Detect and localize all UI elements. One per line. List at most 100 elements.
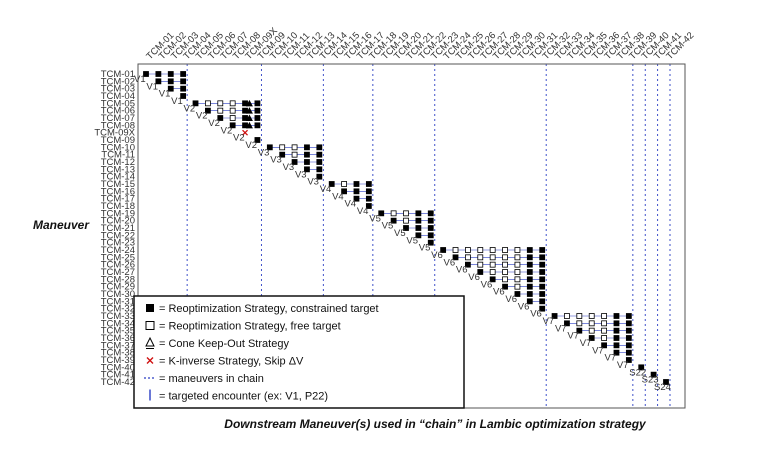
constrained-target-marker bbox=[229, 122, 236, 129]
y-tick-label: TCM-17 bbox=[101, 194, 135, 205]
y-tick-label: TCM-22 bbox=[101, 230, 135, 241]
constrained-target-marker bbox=[625, 327, 632, 334]
y-tick-label: TCM-42 bbox=[101, 377, 135, 388]
target-label: V6 bbox=[518, 301, 530, 312]
y-tick-label: TCM-07 bbox=[101, 113, 135, 124]
legend-triangle-icon bbox=[145, 336, 155, 347]
constrained-target-marker bbox=[341, 188, 347, 195]
y-tick-label: TCM-41 bbox=[101, 370, 135, 381]
target-label: V6 bbox=[468, 272, 480, 283]
free-target-marker bbox=[341, 181, 347, 187]
constrained-target-marker bbox=[180, 78, 187, 85]
free-target-marker bbox=[229, 115, 236, 121]
free-target-marker bbox=[217, 107, 224, 114]
free-target-marker bbox=[489, 254, 496, 261]
y-tick-labels: TCM-01TCM-02TCM-03TCM-04TCM-05TCM-06TCM-… bbox=[94, 69, 135, 388]
constrained-target-marker bbox=[415, 225, 422, 231]
free-target-marker bbox=[564, 313, 570, 319]
target-label: V2 bbox=[184, 103, 196, 114]
y-tick-label: TCM-09 bbox=[101, 135, 135, 146]
constrained-target-marker bbox=[254, 122, 261, 129]
legend: = Reoptimization Strategy, constrained t… bbox=[133, 295, 465, 409]
free-target-marker bbox=[477, 247, 484, 253]
free-target-marker bbox=[465, 247, 471, 253]
cone-keep-out-marker bbox=[245, 114, 253, 121]
y-tick-label: TCM-21 bbox=[101, 223, 135, 234]
target-label: V7 bbox=[617, 360, 629, 371]
constrained-target-marker bbox=[390, 217, 397, 224]
y-tick-label: TCM-23 bbox=[101, 238, 135, 249]
target-label: V7 bbox=[567, 331, 579, 342]
y-tick-label: TCM-25 bbox=[101, 252, 135, 263]
constrained-target-marker bbox=[502, 283, 508, 290]
target-label: V7 bbox=[543, 316, 555, 327]
constrained-target-marker bbox=[180, 93, 187, 99]
target-label: V4 bbox=[320, 184, 332, 195]
constrained-target-marker bbox=[576, 327, 583, 334]
target-label: V7 bbox=[580, 338, 592, 349]
target-label: S22 bbox=[629, 367, 646, 378]
constrained-target-marker bbox=[427, 232, 434, 239]
free-target-marker bbox=[502, 254, 508, 261]
y-tick-label: TCM-32 bbox=[101, 304, 135, 315]
free-target-marker bbox=[514, 276, 521, 283]
target-label: V6 bbox=[530, 309, 542, 320]
target-label: V4 bbox=[344, 199, 356, 210]
target-label: V4 bbox=[357, 206, 369, 217]
constrained-target-marker bbox=[328, 181, 335, 187]
free-target-marker bbox=[477, 254, 484, 261]
free-target-marker bbox=[588, 313, 595, 319]
target-label: V1 bbox=[146, 81, 158, 92]
constrained-target-marker bbox=[167, 78, 174, 85]
y-tick-label: TCM-24 bbox=[101, 245, 135, 256]
constrained-target-marker bbox=[613, 342, 620, 349]
cone-keep-out-marker bbox=[245, 99, 253, 107]
k-inverse-marker bbox=[242, 129, 249, 136]
y-tick-label: TCM-14 bbox=[101, 172, 135, 183]
free-target-marker bbox=[601, 313, 607, 319]
y-tick-label: TCM-36 bbox=[101, 333, 135, 344]
free-target-marker bbox=[279, 144, 286, 151]
constrained-target-marker bbox=[526, 283, 533, 290]
free-target-marker bbox=[502, 247, 508, 253]
target-label: V7 bbox=[592, 345, 604, 356]
constrained-target-marker bbox=[588, 335, 595, 341]
y-tick-label: TCM-15 bbox=[101, 179, 135, 190]
free-target-marker bbox=[588, 327, 595, 334]
constrained-target-marker bbox=[663, 379, 669, 385]
constrained-target-marker bbox=[155, 71, 162, 77]
y-tick-label: TCM-08 bbox=[101, 120, 135, 131]
constrained-target-marker bbox=[254, 137, 261, 143]
free-target-marker bbox=[390, 210, 397, 217]
constrained-target-marker bbox=[316, 151, 323, 158]
constrained-target-marker bbox=[254, 100, 261, 107]
constrained-target-marker bbox=[564, 320, 570, 327]
constrained-target-marker bbox=[526, 261, 533, 268]
constrained-target-marker bbox=[205, 107, 211, 114]
free-target-marker bbox=[514, 254, 521, 261]
constrained-target-marker bbox=[316, 166, 323, 173]
free-target-marker bbox=[489, 269, 496, 275]
y-tick-label: TCM-06 bbox=[101, 106, 135, 117]
target-label: V1 bbox=[171, 96, 183, 107]
y-tick-label: TCM-18 bbox=[101, 201, 135, 212]
constrained-target-marker bbox=[613, 320, 620, 327]
target-label: V2 bbox=[221, 125, 233, 136]
y-tick-label: TCM-10 bbox=[101, 142, 135, 153]
constrained-target-marker bbox=[613, 313, 620, 319]
y-tick-label: TCM-20 bbox=[101, 216, 135, 227]
free-target-marker bbox=[489, 247, 496, 253]
target-label: V6 bbox=[431, 250, 443, 261]
y-axis-label: Maneuver bbox=[33, 218, 90, 232]
y-tick-label: TCM-19 bbox=[101, 208, 135, 219]
free-target-marker bbox=[514, 283, 521, 290]
y-tick-label: TCM-03 bbox=[101, 84, 135, 95]
y-tick-label: TCM-05 bbox=[101, 98, 135, 109]
free-target-marker bbox=[514, 269, 521, 275]
constrained-target-marker bbox=[353, 195, 360, 202]
y-tick-label: TCM-38 bbox=[101, 348, 135, 359]
target-label: V3 bbox=[283, 162, 295, 173]
target-label: V2 bbox=[245, 140, 257, 151]
target-label: V5 bbox=[382, 221, 394, 232]
constrained-target-marker bbox=[440, 247, 447, 253]
